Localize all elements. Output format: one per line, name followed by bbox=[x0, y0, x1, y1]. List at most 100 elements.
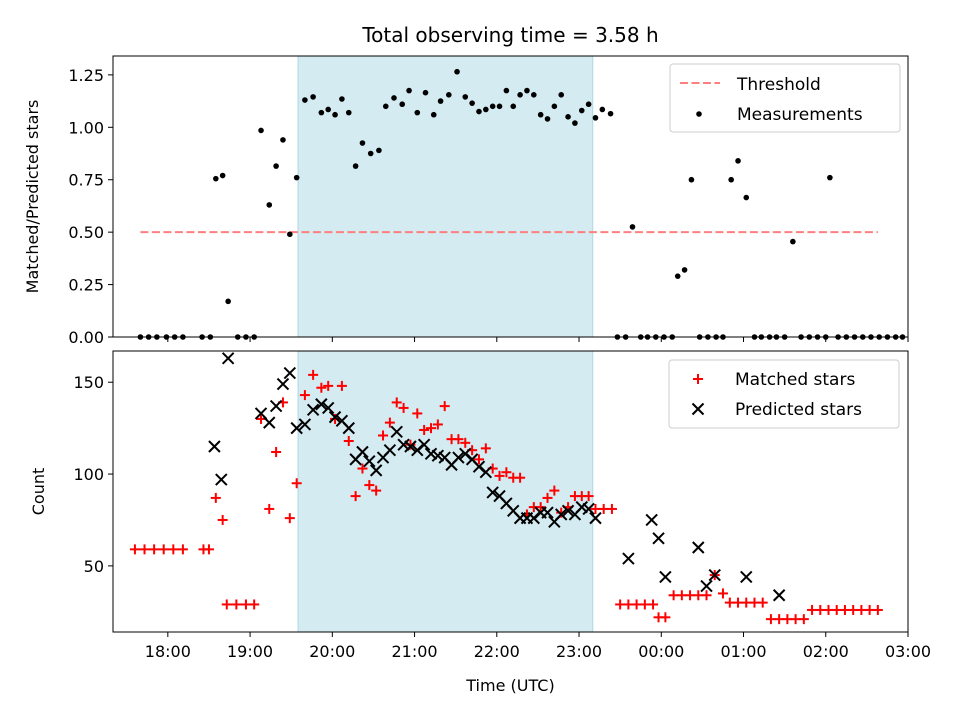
x-axis-ticks bbox=[167, 337, 909, 342]
legend-predicted-swatch bbox=[691, 402, 705, 416]
measurement-point bbox=[674, 273, 681, 279]
cross-stroke-b bbox=[659, 570, 672, 584]
cross-stroke-b bbox=[208, 440, 221, 453]
x-tick-label: 00:00 bbox=[638, 642, 684, 661]
cross-stroke-b bbox=[254, 407, 268, 420]
cross-stroke-b bbox=[363, 454, 376, 468]
cross-stroke-b bbox=[328, 410, 342, 424]
predicted-star-point bbox=[404, 440, 417, 453]
measurement-point bbox=[293, 174, 300, 181]
cross-stroke-b bbox=[692, 541, 705, 554]
x-tick-label: 20:00 bbox=[309, 642, 355, 661]
x-axis-label: Time (UTC) bbox=[465, 676, 554, 695]
legend-measurements-label: Measurements bbox=[737, 105, 863, 125]
matched-star-point bbox=[139, 544, 150, 555]
cross-stroke-b bbox=[622, 552, 635, 565]
matched-star-point bbox=[398, 402, 409, 413]
measurement-point bbox=[572, 120, 578, 126]
x-tick-label: 22:00 bbox=[474, 642, 520, 661]
cross-stroke-b bbox=[215, 473, 228, 486]
matched-star-point bbox=[757, 597, 768, 608]
cross-stroke-b bbox=[417, 438, 431, 451]
cross-stroke-b bbox=[397, 438, 410, 451]
predicted-star-point bbox=[283, 366, 297, 380]
predicted-star-point bbox=[269, 399, 283, 413]
matched-star-point bbox=[556, 507, 567, 518]
measurement-point bbox=[391, 95, 397, 101]
matched-star-point bbox=[426, 423, 436, 434]
measurement-point bbox=[728, 176, 734, 183]
cross-stroke-b bbox=[700, 579, 713, 593]
count-panel: 50 100 150 18:00 19:00 20:00 21:00 22:00 23:00 0… bbox=[29, 350, 931, 695]
predicted-star-point bbox=[652, 532, 665, 545]
predicted-star-point bbox=[342, 421, 355, 435]
matched-star-point bbox=[330, 413, 341, 424]
cross-stroke-b bbox=[321, 401, 335, 415]
legend: Matched stars Predicted stars bbox=[668, 359, 900, 429]
measurement-point bbox=[489, 103, 496, 110]
matched-star-point bbox=[439, 401, 450, 412]
observing-window-region bbox=[297, 55, 594, 338]
matched-star-point bbox=[494, 470, 505, 481]
predicted-star-point bbox=[659, 570, 672, 584]
matched-star-point bbox=[391, 397, 402, 408]
cross-stroke-b bbox=[772, 589, 786, 602]
cross-stroke-b bbox=[691, 402, 705, 416]
measurement-point bbox=[258, 127, 264, 134]
matched-star-point bbox=[168, 544, 179, 555]
measurement-point bbox=[592, 115, 599, 121]
matched-star-point bbox=[542, 492, 553, 503]
y-tick-label: 0.25 bbox=[68, 276, 104, 295]
measurement-point bbox=[219, 172, 226, 179]
cross-stroke-b bbox=[438, 451, 451, 464]
measurement-point bbox=[339, 96, 345, 102]
predicted-star-point bbox=[356, 445, 369, 459]
measurement-points bbox=[137, 68, 906, 340]
matched-star-point bbox=[412, 408, 423, 419]
matched-star-point bbox=[480, 443, 491, 454]
matched-star-point bbox=[872, 604, 883, 615]
matched-star-point bbox=[405, 439, 416, 450]
measurement-point bbox=[273, 163, 279, 169]
predicted-star-point bbox=[700, 579, 713, 593]
measurement-point bbox=[310, 94, 316, 100]
cross-stroke-b bbox=[465, 453, 479, 466]
x-tick-label: 23:00 bbox=[556, 642, 602, 661]
measurement-point bbox=[422, 89, 429, 96]
matched-star-point bbox=[203, 544, 214, 555]
matched-star-point bbox=[158, 544, 169, 555]
measurement-point bbox=[503, 87, 510, 94]
cross-stroke-b bbox=[404, 440, 417, 453]
predicted-star-point bbox=[208, 440, 221, 453]
legend-matched-swatch bbox=[693, 374, 703, 384]
measurement-point bbox=[629, 224, 636, 230]
cross-stroke-b bbox=[335, 414, 349, 427]
measurement-point bbox=[517, 91, 523, 98]
matched-star-point bbox=[473, 454, 484, 465]
measurement-point bbox=[469, 100, 475, 106]
predicted-star-point bbox=[276, 377, 290, 391]
predicted-star-point bbox=[290, 421, 303, 435]
predicted-star-point bbox=[417, 438, 431, 451]
x-tick-label: 03:00 bbox=[885, 642, 931, 661]
matched-star-point bbox=[308, 369, 319, 380]
matched-star-point bbox=[217, 514, 228, 525]
matched-star-point bbox=[249, 599, 260, 610]
cross-stroke-b bbox=[472, 460, 486, 473]
legend-box bbox=[668, 359, 900, 429]
x-tick-label: 02:00 bbox=[803, 642, 849, 661]
matched-star-point bbox=[177, 544, 188, 555]
measurement-point bbox=[332, 111, 338, 118]
matched-star-point bbox=[316, 382, 327, 393]
measurement-point bbox=[399, 101, 406, 108]
cross-stroke-b bbox=[383, 443, 397, 457]
cross-stroke-b bbox=[459, 447, 472, 461]
matched-star-point bbox=[717, 588, 728, 599]
matched-star-point bbox=[419, 424, 430, 435]
cross-stroke-b bbox=[555, 508, 568, 521]
measurement-point bbox=[735, 158, 741, 164]
measurement-point bbox=[359, 140, 366, 146]
matched-star-point bbox=[284, 513, 295, 524]
cross-stroke-b bbox=[507, 504, 520, 517]
